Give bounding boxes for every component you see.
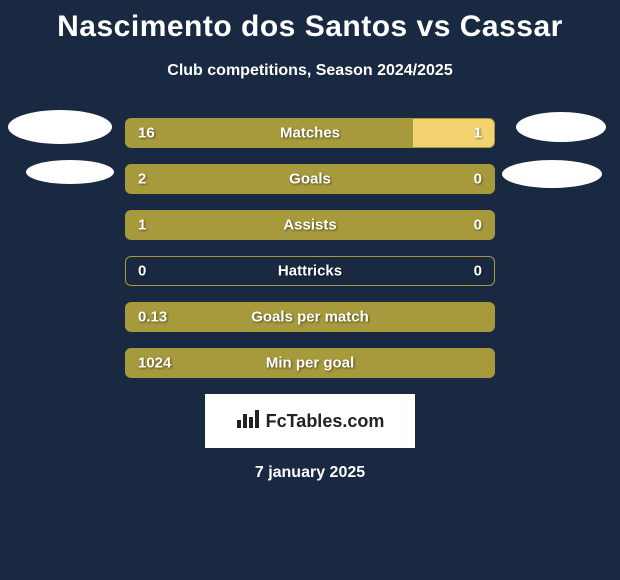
stat-row: 1 Assists 0: [125, 210, 495, 240]
stat-row: 0.13 Goals per match: [125, 302, 495, 332]
stat-value-left: 16: [138, 125, 155, 142]
comparison-title: Nascimento dos Santos vs Cassar: [0, 0, 620, 44]
source-logo-text: FcTables.com: [266, 411, 385, 432]
stat-value-left: 0: [138, 263, 146, 280]
stat-row: 0 Hattricks 0: [125, 256, 495, 286]
comparison-subtitle: Club competitions, Season 2024/2025: [0, 62, 620, 80]
stat-bars-container: 16 Matches 1 2 Goals 0 1 Assists 0 0 Hattricks 0 0.1…: [125, 118, 495, 378]
player-left-avatar-placeholder: [8, 110, 112, 144]
stat-value-left: 0.13: [138, 309, 167, 326]
chart-icon: [236, 408, 260, 434]
player-right-avatar-placeholder: [516, 112, 606, 142]
stat-value-left: 2: [138, 171, 146, 188]
stat-label: Assists: [283, 217, 336, 234]
stat-value-left: 1024: [138, 355, 171, 372]
stat-value-right: 1: [474, 125, 482, 142]
stat-value-right: 0: [474, 263, 482, 280]
stat-value-right: 0: [474, 171, 482, 188]
stat-left-fill: [126, 119, 413, 147]
stat-label: Goals per match: [251, 309, 369, 326]
team-right-badge-placeholder: [502, 160, 602, 188]
team-left-badge-placeholder: [26, 160, 114, 184]
stat-value-right: 0: [474, 217, 482, 234]
stat-label: Goals: [289, 171, 331, 188]
stat-value-left: 1: [138, 217, 146, 234]
source-logo: FcTables.com: [205, 394, 415, 448]
comparison-content: 16 Matches 1 2 Goals 0 1 Assists 0 0 Hattricks 0 0.1…: [0, 118, 620, 482]
comparison-date: 7 january 2025: [0, 464, 620, 482]
stat-label: Matches: [280, 125, 340, 142]
stat-label: Hattricks: [278, 263, 342, 280]
stat-row: 1024 Min per goal: [125, 348, 495, 378]
stat-label: Min per goal: [266, 355, 354, 372]
stat-row: 2 Goals 0: [125, 164, 495, 194]
stat-row: 16 Matches 1: [125, 118, 495, 148]
